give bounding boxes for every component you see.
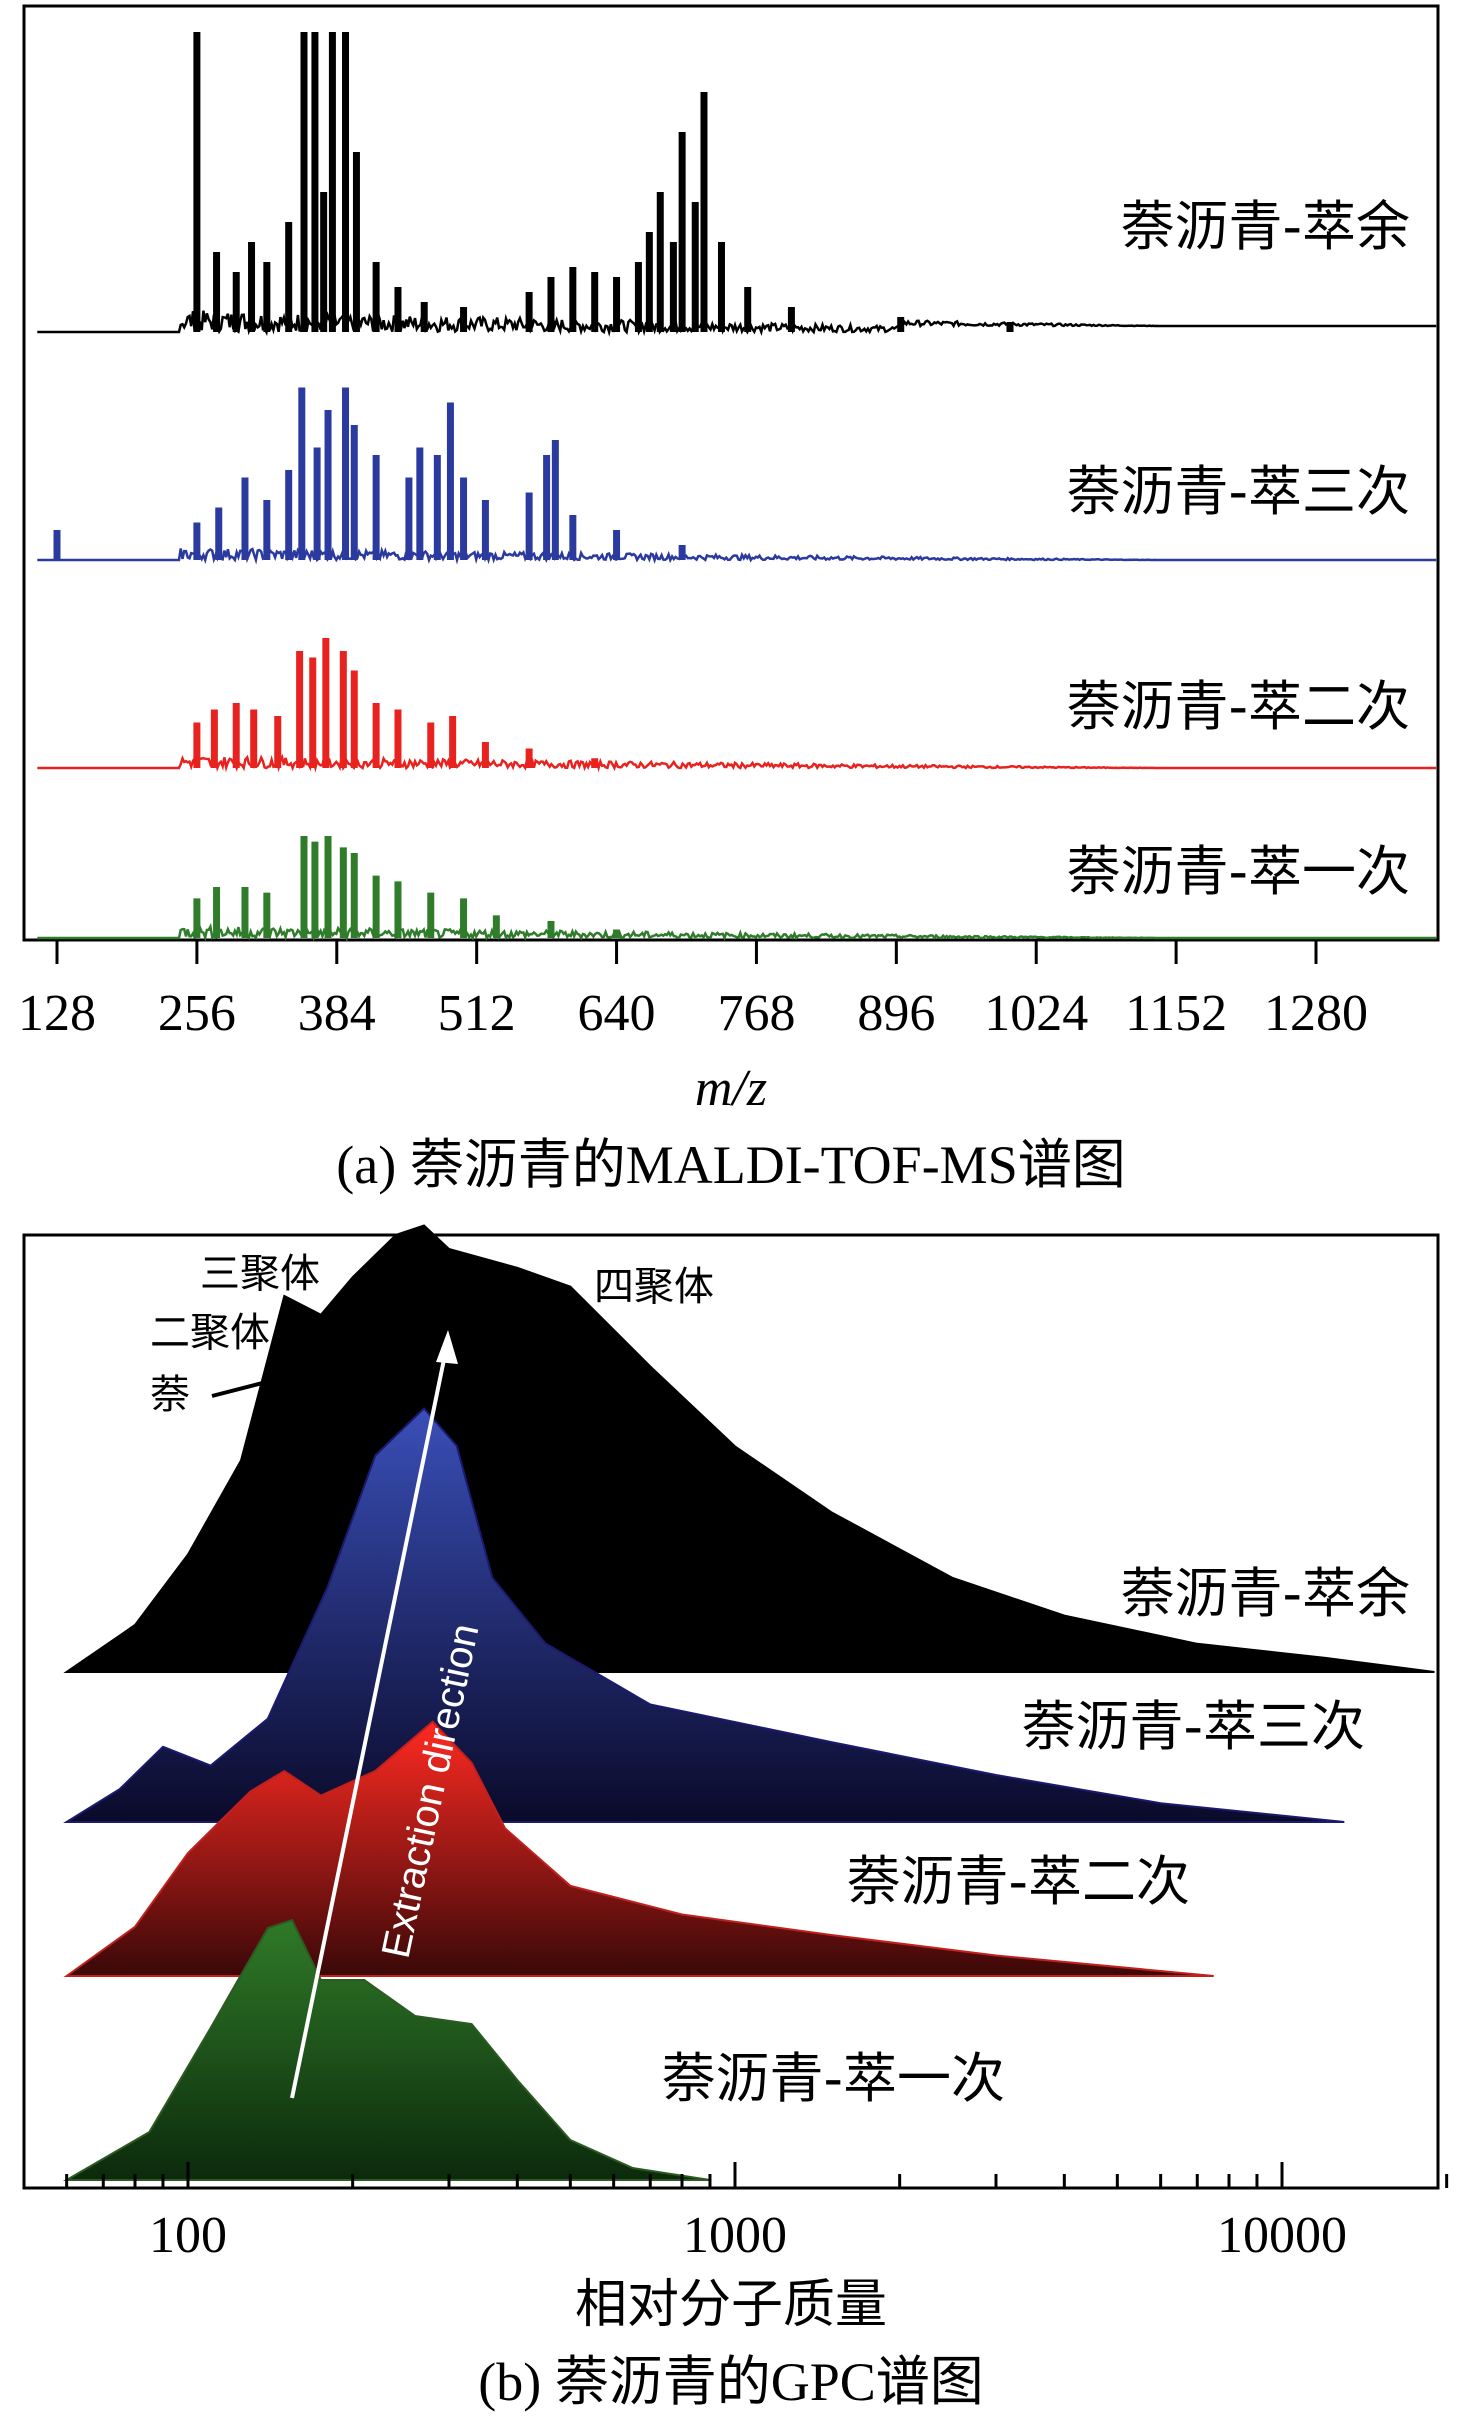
x-tick-label: 640	[578, 985, 656, 1042]
extraction-arrow	[290, 1339, 450, 2099]
x-tick-label: 1280	[1264, 985, 1368, 1042]
gpc-curve	[63, 1720, 1214, 1977]
x-tick-label: 100	[149, 2207, 227, 2264]
peak-annotation: 萘	[150, 1372, 190, 1418]
peak-annotation: 四聚体	[594, 1264, 714, 1310]
x-tick-label: 1024	[984, 985, 1088, 1042]
x-tick-label: 128	[18, 985, 96, 1042]
annotation-arrow	[211, 1376, 283, 1398]
peak-annotation: 二聚体	[150, 1310, 270, 1356]
x-tick-label: 1000	[683, 2207, 787, 2264]
ms-frame	[22, 4, 1440, 942]
x-tick-label: 384	[298, 985, 376, 1042]
annotation-arrow	[356, 1274, 419, 1292]
x-tick-label: 512	[438, 985, 516, 1042]
series-label: 萘沥青-萃一次	[662, 2047, 1006, 2110]
gpc-curve	[62, 1918, 711, 2181]
series-label: 萘沥青-萃余	[1121, 1562, 1411, 1625]
caption-a: (a) 萘沥青的MALDI-TOF-MS谱图	[336, 1135, 1125, 1195]
x-tick-label: 10000	[1217, 2207, 1347, 2264]
gpc-curve	[63, 1406, 1345, 1823]
series-label: 萘沥青-萃三次	[1022, 1695, 1366, 1758]
x-tick-label: 256	[158, 985, 236, 1042]
x-axis-title: m/z	[695, 1060, 767, 1117]
series-label: 萘沥青-萃余	[1121, 195, 1411, 258]
gpc-frame	[22, 1233, 1440, 2190]
series-label: 萘沥青-萃二次	[1067, 675, 1411, 738]
extraction-arrowhead	[436, 1330, 458, 1364]
caption-b: (b) 萘沥青的GPC谱图	[478, 2352, 984, 2412]
ms-baseline	[37, 309, 1437, 337]
x-tick-label: 896	[857, 985, 935, 1042]
series-label: 萘沥青-萃一次	[1067, 840, 1411, 903]
x-tick-label: 768	[717, 985, 795, 1042]
x-tick-label: 1152	[1125, 985, 1227, 1042]
annotation-arrow	[554, 1314, 592, 1340]
annotation-arrow	[317, 1328, 367, 1336]
series-label: 萘沥青-萃二次	[847, 1850, 1191, 1913]
series-label: 萘沥青-萃三次	[1067, 460, 1411, 523]
ms-baseline	[37, 753, 1437, 773]
x-axis-title: 相对分子质量	[575, 2275, 887, 2335]
peak-annotation: 三聚体	[200, 1251, 320, 1297]
